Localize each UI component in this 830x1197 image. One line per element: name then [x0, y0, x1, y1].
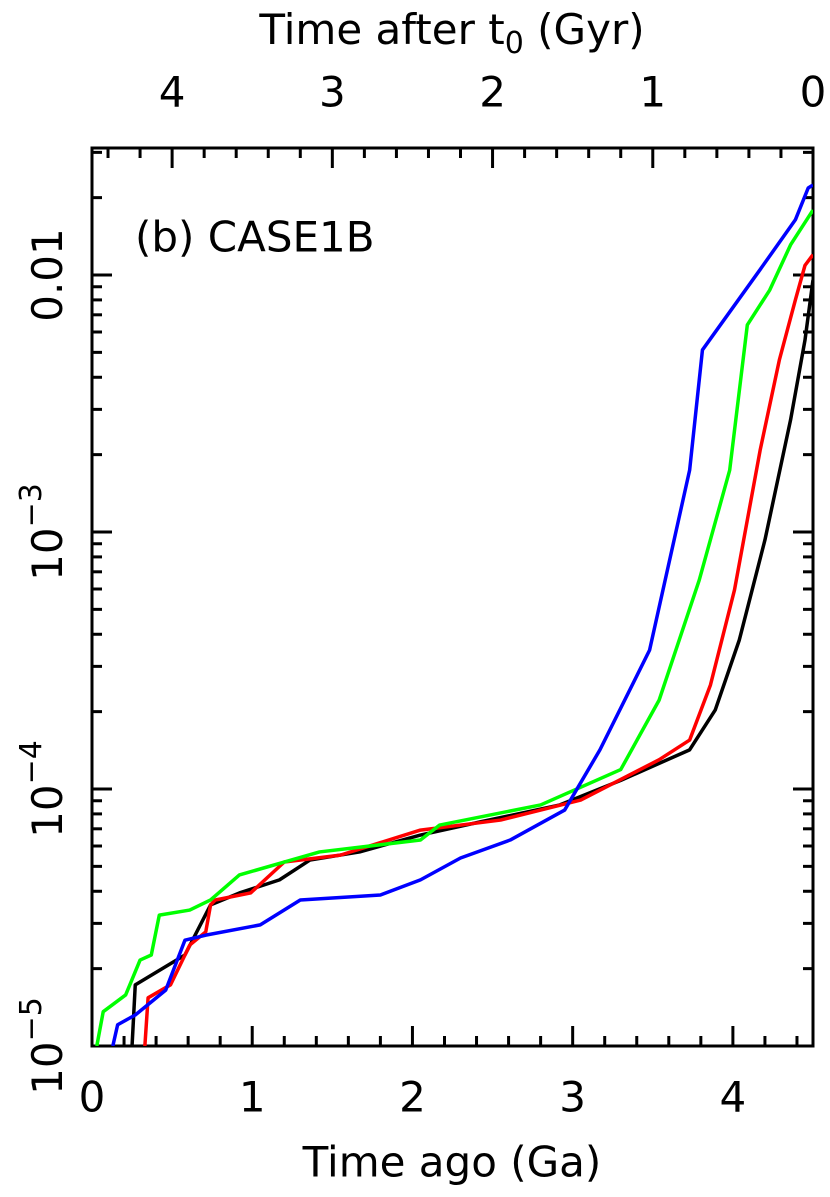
y-tick-label: 10−3: [14, 483, 72, 581]
annotation: (b) CASE1B: [135, 213, 375, 262]
y-tick-label-exponent: −3: [14, 483, 49, 527]
plot-frame: [90, 146, 815, 1048]
y-tick-label-exponent: −4: [14, 740, 49, 784]
x2-tick-label: 2: [479, 68, 506, 117]
x2-tick-label: 4: [159, 68, 186, 117]
y-tick-label-base: 10: [23, 527, 72, 580]
series-line: [111, 183, 813, 1046]
x2-tick-label: 0: [800, 68, 827, 117]
x2-axis-label: Time after t0 (Gyr): [258, 5, 644, 61]
y-tick-label: 10−4: [14, 740, 72, 838]
x2-tick-label: 1: [639, 68, 666, 117]
x2-axis-label-part: (Gyr): [524, 5, 645, 54]
y-tick-label-base: 10: [23, 1041, 72, 1094]
x-tick-label: 3: [559, 1073, 586, 1122]
series-line: [95, 209, 813, 1046]
y-tick-label: 0.01: [23, 228, 72, 322]
y-tick-label-base: 10: [23, 784, 72, 837]
x2-axis-label-part: Time after t: [258, 5, 504, 54]
x2-tick-label: 3: [319, 68, 346, 117]
x-tick-label: 0: [79, 1073, 106, 1122]
x-tick-label: 4: [720, 1073, 747, 1122]
y-tick-label-exponent: −5: [14, 997, 49, 1041]
x-axis-label: Time ago (Ga): [302, 1138, 602, 1187]
x-tick-label: 2: [399, 1073, 426, 1122]
x-tick-label: 1: [239, 1073, 266, 1122]
x2-axis-label-part: 0: [505, 26, 524, 61]
y-tick-label: 10−5: [14, 997, 72, 1095]
y-tick-label-base: 0.01: [23, 228, 72, 322]
